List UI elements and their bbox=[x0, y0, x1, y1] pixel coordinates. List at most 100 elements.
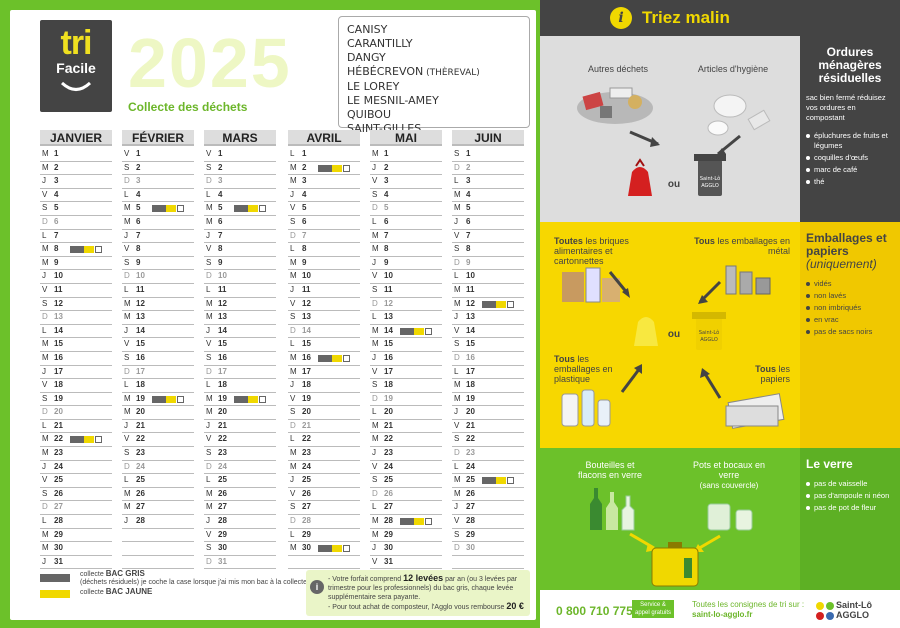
day-number: 10 bbox=[466, 271, 475, 281]
website-link[interactable]: saint-lo-agglo.fr bbox=[692, 610, 753, 619]
day-number: 3 bbox=[302, 176, 307, 186]
day-row: S 16 bbox=[122, 352, 194, 366]
arrow-icon bbox=[629, 532, 656, 552]
day-number: 3 bbox=[218, 176, 223, 186]
phone-number[interactable]: 0 800 710 775 bbox=[556, 604, 633, 618]
weekday-letter: J bbox=[290, 380, 294, 390]
arrow-icon bbox=[700, 368, 722, 399]
day-row: M 15 bbox=[40, 338, 112, 352]
day-row: S 13 bbox=[288, 311, 360, 325]
residual-title: Ordures ménagères résiduelles bbox=[818, 45, 882, 85]
town-item: CANISY bbox=[347, 23, 388, 36]
day-number: 20 bbox=[54, 407, 63, 417]
label-pots-main: Pots et bocaux en verre bbox=[692, 460, 766, 480]
day-number: 15 bbox=[54, 339, 63, 349]
day-row: S 19 bbox=[40, 393, 112, 407]
weekday-letter: J bbox=[206, 516, 210, 526]
info-icon: i bbox=[310, 580, 324, 594]
check-box[interactable] bbox=[507, 300, 514, 308]
day-number: 15 bbox=[302, 339, 311, 349]
day-row: V 19 bbox=[288, 393, 360, 407]
day-number: 30 bbox=[384, 543, 393, 553]
list-item: non lavés bbox=[806, 291, 894, 301]
month-header: JANVIER bbox=[40, 130, 112, 146]
label-bouteilles: Bouteilles et flacons en verre bbox=[577, 460, 643, 480]
day-row: D 21 bbox=[288, 420, 360, 434]
day-number: 11 bbox=[302, 284, 311, 294]
weekday-letter: D bbox=[372, 488, 378, 498]
service-badge: Service & appel gratuits bbox=[632, 600, 674, 618]
day-row bbox=[288, 556, 360, 570]
weekday-letter: L bbox=[206, 189, 211, 199]
check-box[interactable] bbox=[343, 164, 350, 172]
check-box[interactable] bbox=[177, 395, 184, 403]
day-number: 20 bbox=[136, 407, 145, 417]
check-box[interactable] bbox=[95, 436, 102, 444]
metal-cans-icon bbox=[725, 265, 771, 295]
day-number: 19 bbox=[384, 393, 393, 403]
check-box[interactable] bbox=[343, 354, 350, 362]
day-number: 6 bbox=[466, 216, 471, 226]
day-number: 26 bbox=[302, 488, 311, 498]
day-number: 14 bbox=[466, 325, 475, 335]
label-papiers: Tous les papiers bbox=[730, 364, 790, 384]
day-row: D 24 bbox=[122, 461, 194, 475]
glass-container-icon bbox=[651, 542, 699, 587]
weekday-letter: V bbox=[42, 284, 48, 294]
day-row: J 13 bbox=[452, 311, 524, 325]
town-item: QUIBOU bbox=[347, 108, 392, 121]
weekday-letter: M bbox=[290, 162, 297, 172]
day-number: 11 bbox=[466, 284, 475, 294]
day-row: D 16 bbox=[452, 352, 524, 366]
day-row: M 20 bbox=[204, 406, 276, 420]
check-box[interactable] bbox=[425, 518, 432, 526]
weekday-letter: L bbox=[372, 312, 377, 322]
day-row: M 27 bbox=[204, 501, 276, 516]
check-box[interactable] bbox=[95, 246, 102, 254]
day-row: L 13 bbox=[370, 311, 442, 325]
check-box[interactable] bbox=[177, 205, 184, 213]
day-number: 22 bbox=[136, 434, 145, 444]
day-number: 26 bbox=[136, 488, 145, 498]
label-c-bold: Tous bbox=[554, 354, 575, 364]
yellow-bin-marker bbox=[84, 436, 94, 444]
collection-marker bbox=[400, 518, 432, 526]
cartons-icon bbox=[562, 267, 620, 303]
day-number: 7 bbox=[466, 230, 471, 240]
day-row: L 28 bbox=[40, 515, 112, 529]
weekday-letter: M bbox=[372, 230, 379, 240]
weekday-letter: M bbox=[454, 488, 461, 498]
gray-bin-marker bbox=[400, 327, 414, 335]
logo-text-facile: Facile bbox=[56, 60, 96, 76]
brand-line-1: Saint-Lô bbox=[836, 600, 872, 610]
check-box[interactable] bbox=[425, 327, 432, 335]
arrow-icon bbox=[698, 280, 722, 304]
ou-text: ou bbox=[667, 179, 681, 190]
legend-gris-text: collecte BAC GRIS (déchets résiduels) je … bbox=[80, 570, 320, 587]
day-number: 18 bbox=[384, 380, 393, 390]
check-box[interactable] bbox=[259, 395, 266, 403]
residual-intro: sac bien fermé réduisez vos ordures en c… bbox=[806, 93, 886, 122]
weekday-letter: D bbox=[124, 176, 130, 186]
day-row: V 22 bbox=[204, 433, 276, 448]
weekday-letter: M bbox=[42, 244, 49, 254]
day-row: L 21 bbox=[40, 420, 112, 434]
weekday-letter: M bbox=[372, 516, 379, 526]
check-box[interactable] bbox=[259, 205, 266, 213]
weekday-letter: S bbox=[454, 339, 460, 349]
legend-jaune-label: collecte bbox=[80, 589, 104, 596]
day-row: L 20 bbox=[370, 406, 442, 420]
day-number: 12 bbox=[54, 298, 63, 308]
check-box[interactable] bbox=[343, 545, 350, 553]
weekday-letter: M bbox=[454, 284, 461, 294]
check-box[interactable] bbox=[507, 477, 514, 485]
day-number: 3 bbox=[136, 176, 141, 186]
day-number: 17 bbox=[384, 366, 393, 376]
day-number: 14 bbox=[384, 325, 393, 335]
weekday-letter: M bbox=[454, 380, 461, 390]
list-item: pas de sacs noirs bbox=[806, 327, 894, 337]
town-item: LE MESNIL-AMEY bbox=[347, 94, 439, 107]
